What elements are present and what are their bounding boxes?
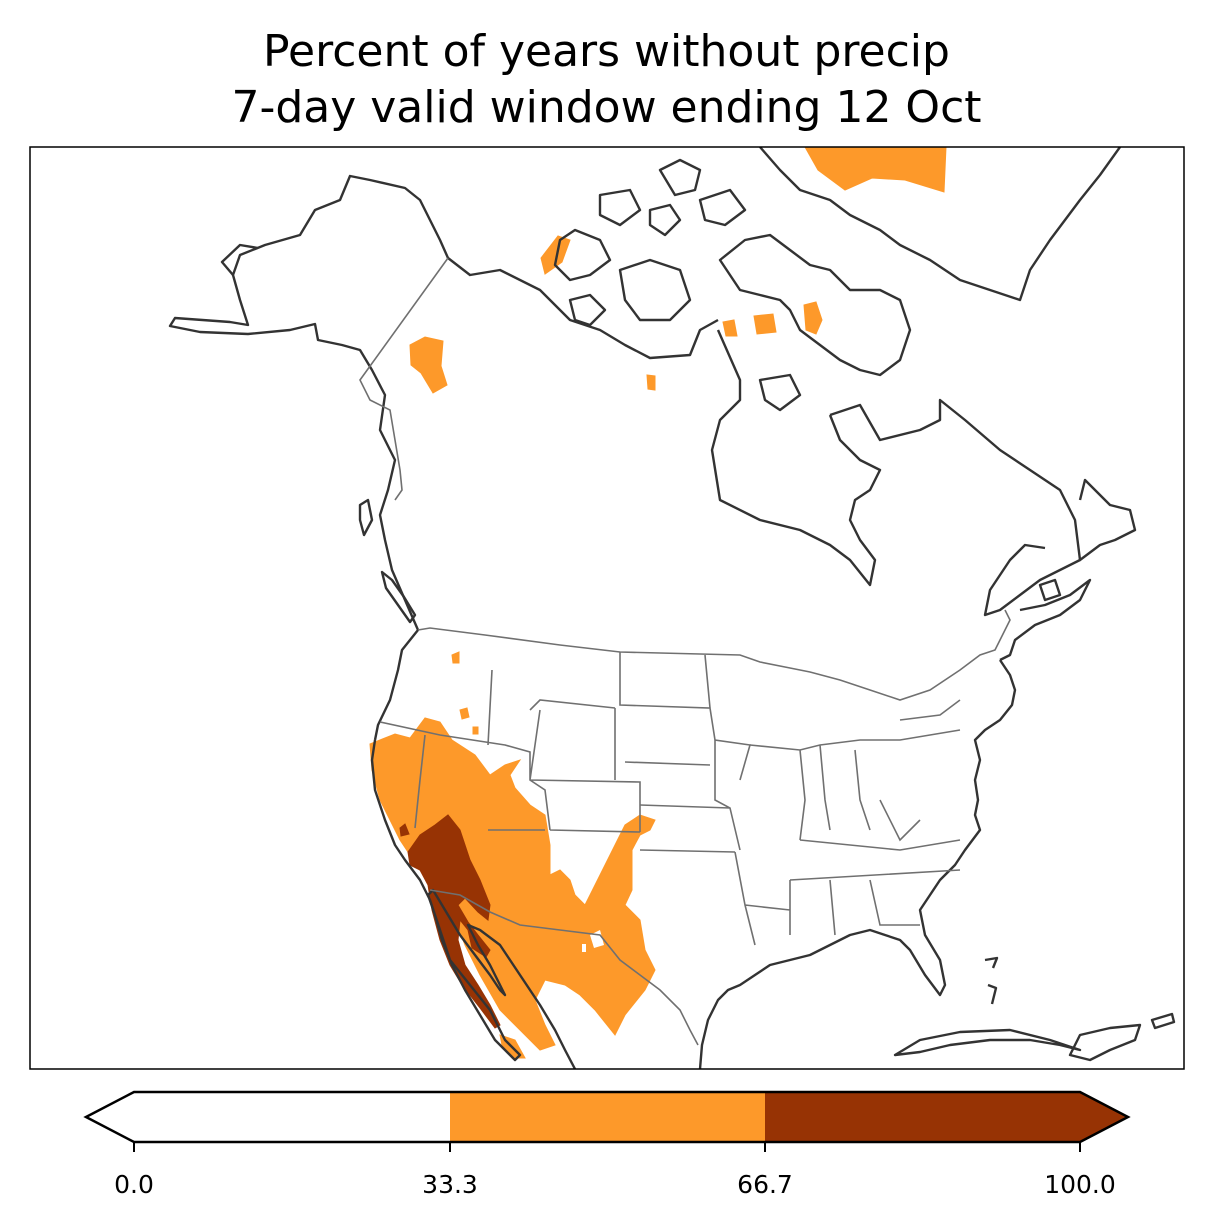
cuba-coast [893,1028,1082,1057]
coastlines [168,147,1176,1069]
political-borders [359,257,1011,1046]
yukon-region [409,336,448,394]
baffin-region-a [722,319,738,337]
colorbar-extend-left [86,1092,134,1142]
baffin-region-c [803,301,823,335]
colorbar-tick-0: 0.0 [114,1170,154,1199]
nova-scotia [999,578,1092,662]
california-nevada-high [399,823,410,837]
us-east-coast [698,659,1017,1069]
pacific-coast [370,739,577,1069]
bahamas-coast [984,956,999,1005]
map-content [168,147,1176,1069]
alaska-canada-border [359,257,449,501]
map-frame [29,146,1185,1070]
central-states [619,652,791,946]
colorbar-extend-right [1080,1092,1128,1142]
greenland-north-region [804,147,947,193]
arctic-islands-mid [618,158,747,322]
mojave-baja-high [407,814,501,1029]
banks-victoria [568,293,607,327]
nunavut-small-region [646,374,656,391]
idaho-spot [459,707,470,720]
vancouver-island [380,570,417,624]
colorbar-tick-3: 100.0 [1044,1170,1116,1199]
gulf-st-lawrence-coast [983,543,1081,617]
hispaniola-coast [1068,1023,1142,1062]
southwest-region [369,717,656,1051]
west-states [379,669,736,853]
colorbar [83,1090,1131,1152]
haida-gwaii [358,498,374,537]
us-canada-border [417,609,1011,701]
arctic-coast [447,257,719,360]
quebec-labrador-coast [829,398,1137,562]
colorbar-bin-mid [450,1092,765,1142]
hudson-bay-coast [710,329,882,587]
map-title-line2: 7-day valid window ending 12 Oct [231,82,982,133]
alaska-peninsula [220,243,259,276]
idaho-spot-b [472,726,479,735]
southampton-island [758,373,802,412]
ellesmere-greenland [759,147,1121,302]
baffin-island [718,233,912,377]
us-mexico-border [429,889,699,1046]
puerto-rico-coast [1150,1012,1176,1030]
arctic-islands-west [553,188,682,282]
map-title-line1: Percent of years without precip [263,26,950,77]
high-range-regions [399,814,501,1029]
colorbar-tick-2: 66.7 [737,1170,793,1199]
newfoundland [1038,578,1062,602]
east-states [749,699,961,936]
baffin-region-b [753,313,777,335]
oregon-spot [451,651,460,664]
colorbar-bin-high [765,1092,1080,1142]
arctic-island-region [540,235,571,275]
colorbar-tick-1: 33.3 [422,1170,478,1199]
alaska-coast [168,174,450,741]
mid-range-regions [369,147,947,1059]
colorbar-bin-low [134,1092,450,1142]
